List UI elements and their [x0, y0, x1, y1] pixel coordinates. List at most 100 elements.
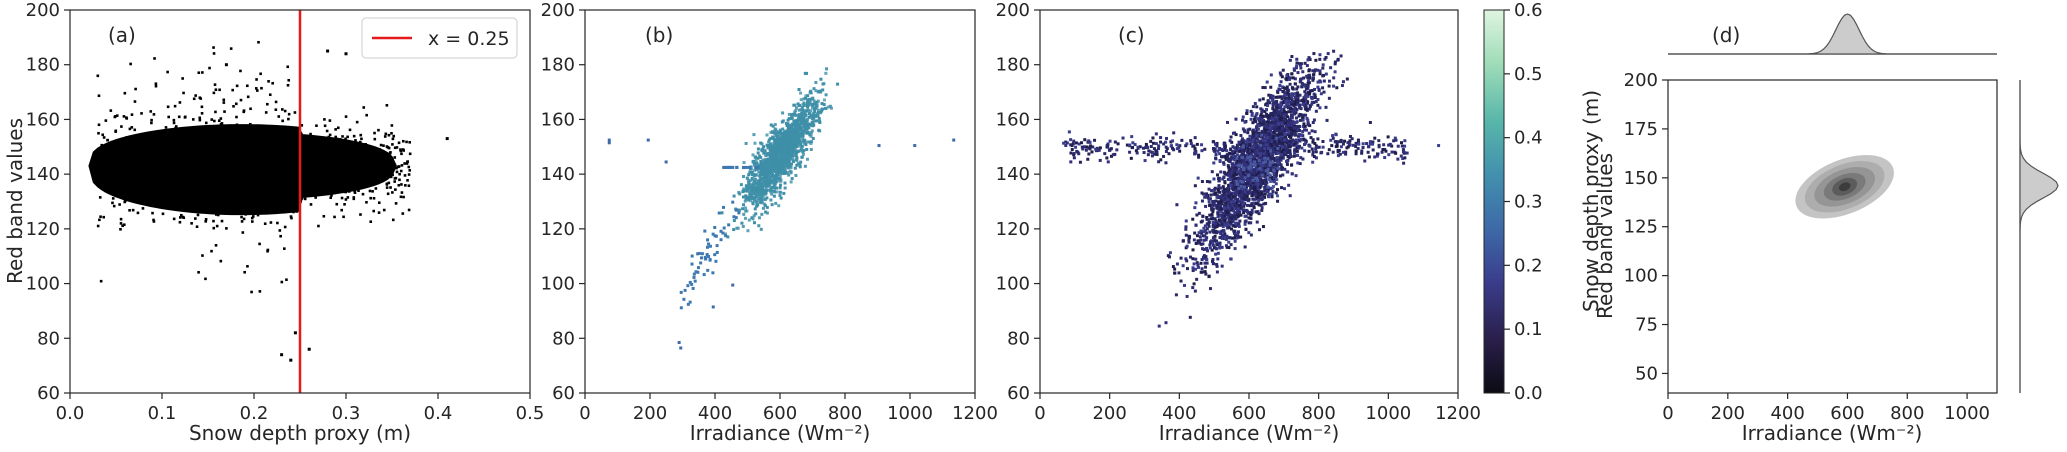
scatter-point	[287, 112, 291, 116]
heatmap-cell	[781, 131, 785, 135]
scatter-point	[344, 198, 348, 201]
scatter-point	[405, 162, 409, 165]
scatter-point	[238, 135, 242, 138]
heatmap-cell	[765, 177, 769, 181]
heatmap-cell	[758, 173, 762, 177]
heatmap-cell	[826, 105, 830, 109]
heatmap-cell	[1259, 161, 1263, 165]
scatter-point	[286, 83, 290, 87]
scatter-point	[325, 159, 329, 162]
heatmap-cell	[1223, 223, 1227, 227]
heatmap-cell	[1200, 191, 1204, 195]
heatmap-cell	[1285, 139, 1289, 143]
heatmap-cell	[1221, 225, 1225, 229]
heatmap-cell	[1208, 243, 1212, 247]
heatmap-cell	[778, 163, 782, 167]
scatter-point	[357, 180, 360, 183]
scatter-point	[346, 177, 350, 181]
heatmap-cell	[821, 82, 825, 86]
scatter-point	[391, 143, 394, 146]
heatmap-cell	[791, 151, 795, 155]
scatter-point	[280, 196, 284, 200]
heatmap-cell	[753, 155, 757, 159]
heatmap-cell	[1279, 115, 1283, 119]
scatter-point	[96, 74, 100, 78]
heatmap-cell	[1272, 126, 1276, 130]
heatmap-cell	[1257, 212, 1261, 216]
scatter-point	[389, 186, 392, 189]
scatter-point	[110, 140, 114, 144]
heatmap-cell	[1222, 190, 1226, 194]
scatter-point	[281, 172, 284, 176]
scatter-point	[344, 144, 347, 148]
heatmap-cell	[1213, 229, 1217, 233]
heatmap-cell	[753, 197, 757, 201]
heatmap-cell	[1270, 139, 1274, 143]
scatter-point	[101, 133, 105, 137]
scatter-point	[379, 177, 383, 181]
heatmap-cell	[754, 193, 758, 197]
scatter-point	[216, 213, 220, 217]
scatter-point	[185, 147, 189, 150]
heatmap-cell	[1210, 213, 1214, 217]
heatmap-cell	[1201, 247, 1205, 251]
scatter-point	[134, 87, 137, 91]
scatter-point	[390, 169, 393, 173]
heatmap-cell	[819, 111, 823, 115]
scatter-point	[211, 130, 215, 134]
scatter-point	[239, 98, 243, 102]
heatmap-cell	[778, 174, 782, 178]
heatmap-cell	[794, 126, 798, 130]
heatmap-cell	[774, 180, 778, 184]
heatmap-cell	[705, 245, 709, 249]
scatter-point	[269, 221, 273, 224]
scatter-point	[276, 221, 279, 225]
heatmap-cell	[1221, 217, 1225, 221]
heatmap-cell	[1218, 196, 1222, 200]
heatmap-cell	[760, 212, 764, 216]
heatmap-cell	[1257, 175, 1261, 179]
panel-b: 0 200 400 600 800 1000 1200 608010012014016018…	[541, 0, 998, 445]
scatter-point	[185, 127, 188, 130]
scatter-point	[269, 201, 273, 204]
scatter-point	[260, 130, 264, 134]
heatmap-cell	[1265, 124, 1269, 128]
scatter-point	[372, 176, 376, 180]
heatmap-cell	[1242, 163, 1246, 167]
scatter-point	[195, 137, 199, 140]
scatter-point	[231, 88, 235, 92]
scatter-point	[181, 77, 184, 80]
heatmap-cell	[1241, 141, 1245, 145]
heatmap-cell	[803, 121, 807, 125]
heatmap-cell	[1332, 84, 1336, 88]
heatmap-cell	[742, 212, 746, 216]
scatter-point	[204, 277, 207, 281]
scatter-point	[227, 179, 230, 183]
heatmap-cell	[694, 270, 698, 274]
heatmap-cell	[1220, 202, 1224, 206]
scatter-point	[192, 97, 196, 101]
scatter-point	[281, 108, 284, 111]
heatmap-cell	[1267, 118, 1271, 122]
heatmap-cell	[1213, 239, 1217, 243]
heatmap-cell	[1204, 224, 1208, 228]
scatter-point	[188, 140, 191, 144]
heatmap-cell	[809, 114, 813, 118]
heatmap-cell	[824, 71, 828, 75]
heatmap-cell	[1246, 131, 1250, 135]
heatmap-cell	[781, 111, 785, 115]
scatter-point	[182, 91, 185, 95]
heatmap-cell	[1196, 263, 1200, 267]
scatter-point	[123, 189, 127, 193]
scatter-point	[312, 172, 315, 175]
scatter-point	[356, 159, 360, 163]
heatmap-cell	[1220, 213, 1224, 217]
heatmap-cell	[1246, 212, 1250, 216]
heatmap-cell	[1308, 104, 1312, 108]
scatter-point	[350, 153, 354, 156]
a-ytick-label: 200	[26, 0, 60, 21]
heatmap-cell	[1192, 282, 1196, 286]
scatter-point	[389, 161, 392, 165]
scatter-point	[258, 187, 262, 191]
heatmap-cell	[1216, 215, 1220, 219]
